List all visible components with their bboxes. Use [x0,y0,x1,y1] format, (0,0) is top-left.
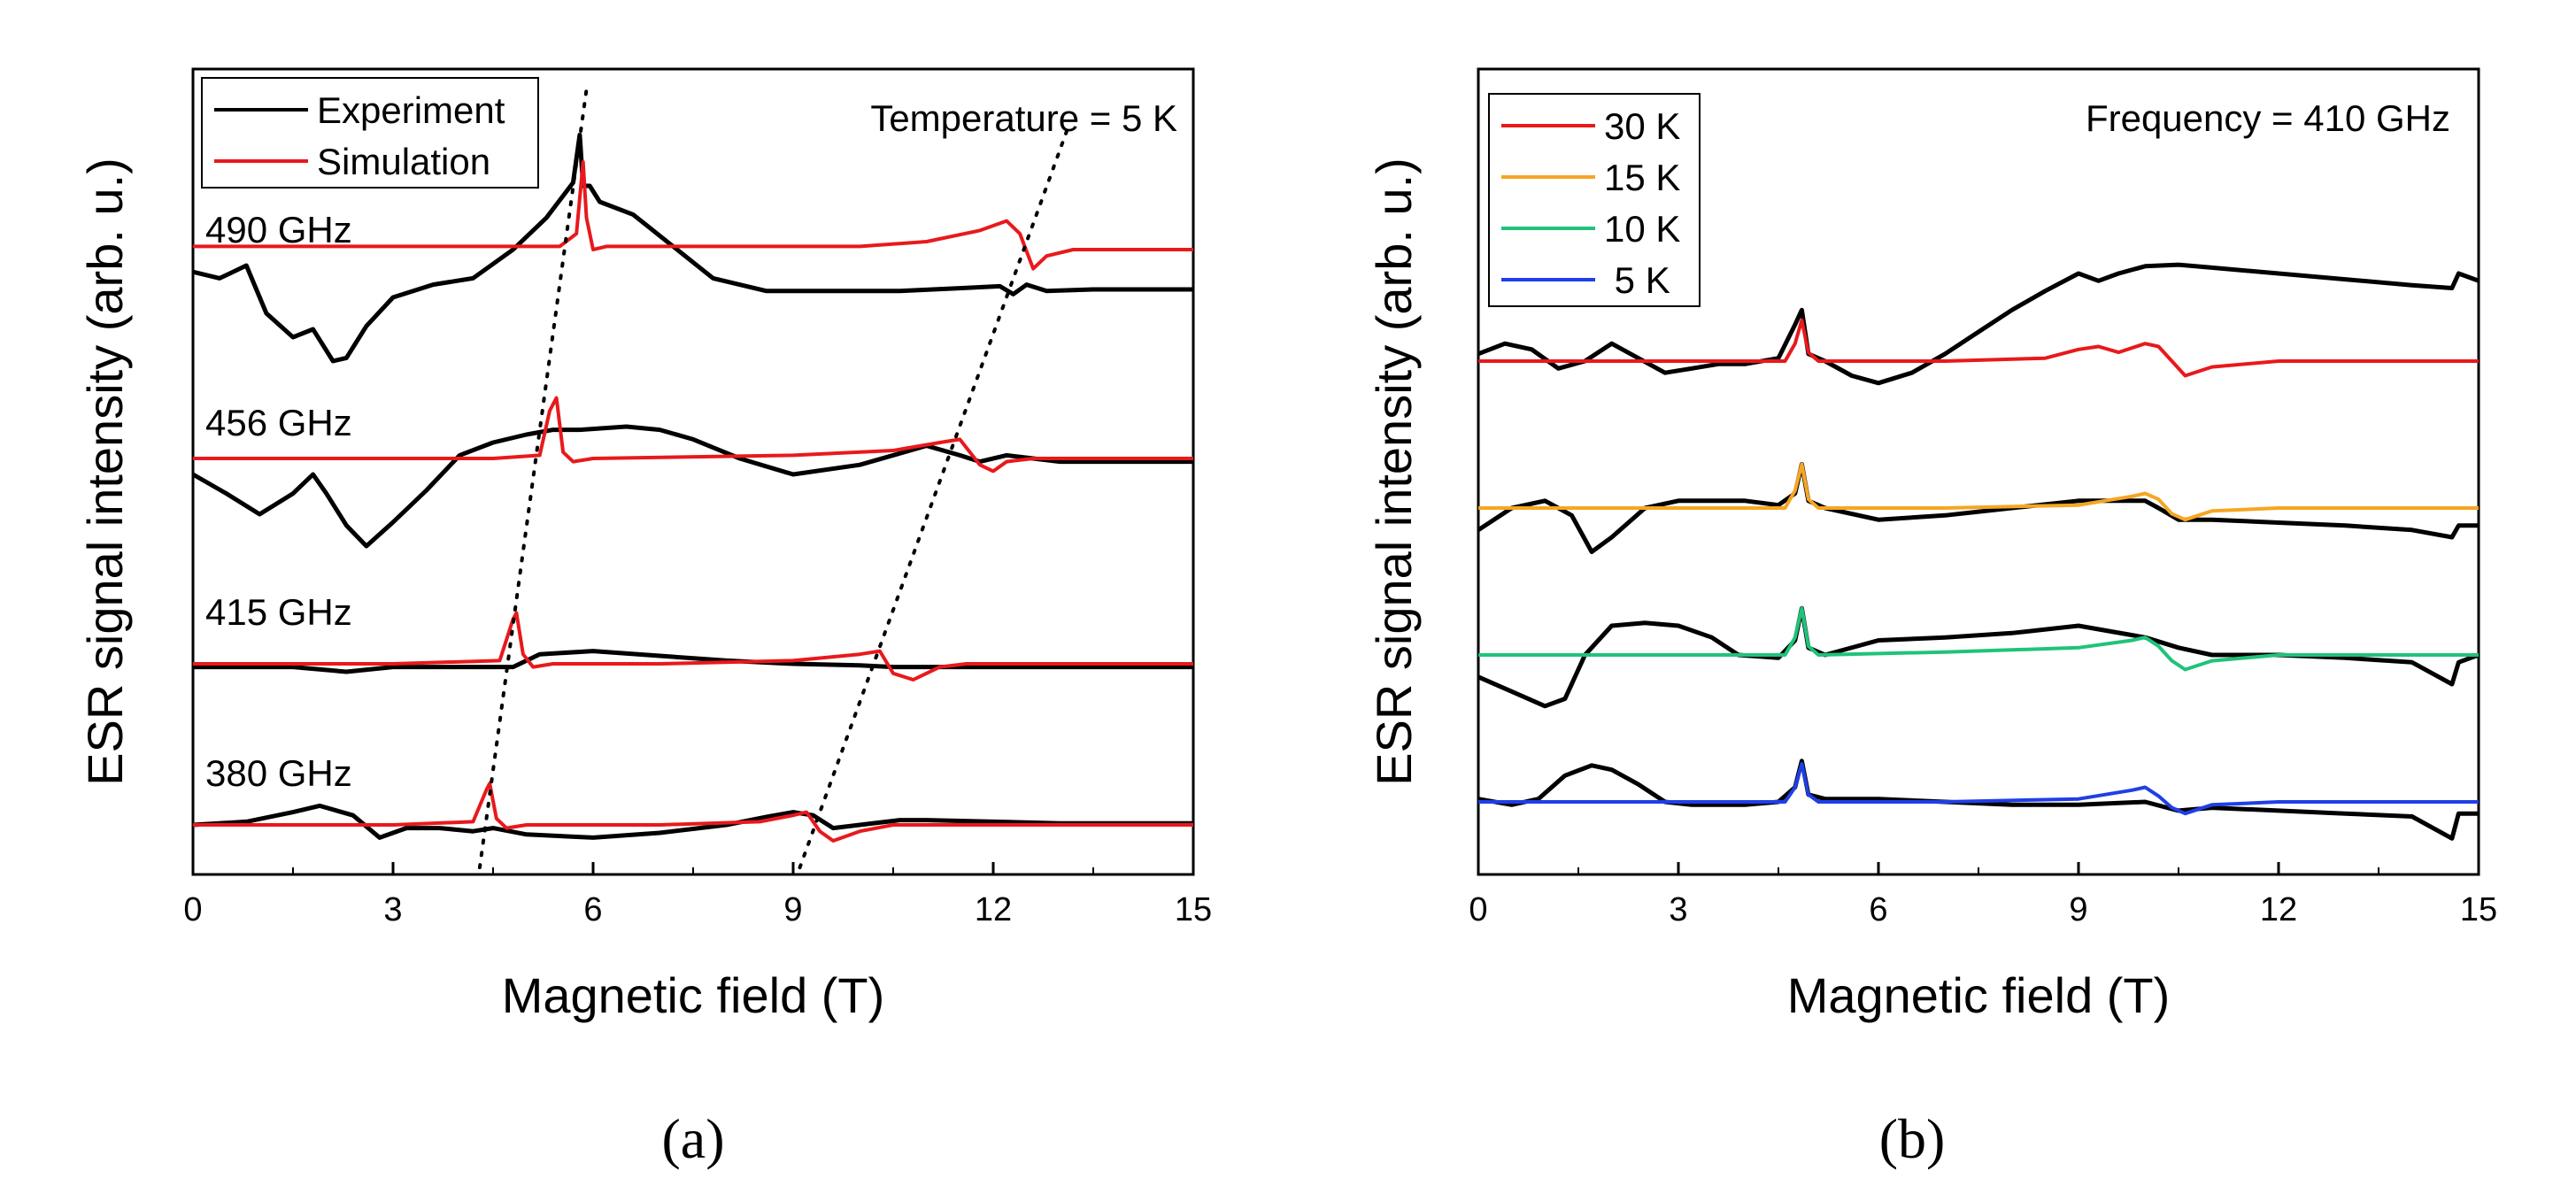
panel-a-legend: Experiment Simulation [201,77,539,189]
panel-a-x-tick-label: 15 [1175,891,1212,928]
panel-a-simulation-curve [193,396,1193,474]
panel-b-x-tick-label: 12 [2260,891,2297,928]
panel-b-experiment-curve [1477,262,2480,386]
panel-b-x-ticks: 0 3 6 9 12 15 [1469,862,2497,928]
panel-a-curve-labels: 490 GHz 456 GHz 415 GHz 380 GHz [205,209,352,794]
panel-b-simulation-curve [1478,318,2479,378]
panel-a-experiment-curve [193,649,1193,674]
panel-b-legend-box [1488,93,1701,307]
panel-b-simulation-curve [1478,762,2479,816]
panel-a-annotation: Temperature = 5 K [870,97,1177,139]
panel-b-x-label: Magnetic field (T) [1787,967,2171,1023]
panel-b-legend-label: 5 K [1604,259,1670,301]
panel-b-legend: 30 K 15 K 10 K 5 K [1488,93,1701,307]
panel-a-y-label: ESR signal intensity (arb. u.) [77,158,133,786]
panel-b-curves [1477,262,2480,841]
panel-a-x-label: Magnetic field (T) [502,967,885,1023]
panel-a-x-tick-label: 0 [183,891,202,928]
panel-a-legend-box [201,77,539,189]
panel-b-x-tick-label: 3 [1669,891,1687,928]
panel-a-dotted-guide-line [477,88,589,870]
panel-b-annotation: Frequency = 410 GHz [2086,97,2450,139]
panel-a-experiment-curve [192,803,1193,840]
panel-b-legend-label: 30 K [1604,105,1680,147]
panel-a-curve-label: 380 GHz [205,752,352,794]
panel-a-x-ticks: 0 3 6 9 12 15 [183,862,1212,928]
panel-b-simulation-curve [1478,606,2479,672]
panel-b-x-tick-label: 0 [1469,891,1487,928]
panel-b-experiment-curve [1477,759,2479,841]
panel-b-legend-label: 15 K [1604,157,1680,198]
panel-a-experiment-curve [191,424,1193,549]
panel-a-curve-label: 456 GHz [205,402,352,443]
panel-b-x-tick-label: 6 [1869,891,1887,928]
panel-a-legend-label: Experiment [317,89,505,131]
panel-a-x-tick-label: 12 [975,891,1012,928]
panel-b-x-tick-label: 9 [2069,891,2087,928]
panel-a-guide-lines [477,88,1068,870]
panel-a-simulation-curve [193,611,1193,682]
panel-b-experiment-curve [1477,605,2480,709]
panel-a-x-tick-label: 3 [383,891,402,928]
panel-a-simulation-curve [193,782,1193,843]
panel-a: 0 3 6 9 12 15 490 GHz 456 GHz 415 GHz 380 GHz Ex… [77,67,1212,1170]
panel-a-x-tick-label: 6 [583,891,602,928]
panel-a-simulation-curve [193,160,1193,271]
panel-a-legend-label: Simulation [317,141,490,182]
panel-a-label: (a) [661,1107,724,1170]
panel-b-y-label: ESR signal intensity (arb. u.) [1366,158,1422,786]
panel-b-legend-label: 10 K [1604,208,1680,250]
panel-b-label: (b) [1879,1107,1946,1170]
panel-b-x-tick-label: 15 [2460,891,2497,928]
panel-a-curve-label: 490 GHz [205,209,352,250]
panel-b-simulation-curve [1478,462,2479,522]
panel-a-curve-label: 415 GHz [205,591,352,633]
panel-a-x-tick-label: 9 [783,891,802,928]
panel-b: 0 3 6 9 12 15 30 K 15 K 10 K 5 K Frequency = 41… [1366,67,2497,1170]
panel-a-curves [191,132,1193,843]
